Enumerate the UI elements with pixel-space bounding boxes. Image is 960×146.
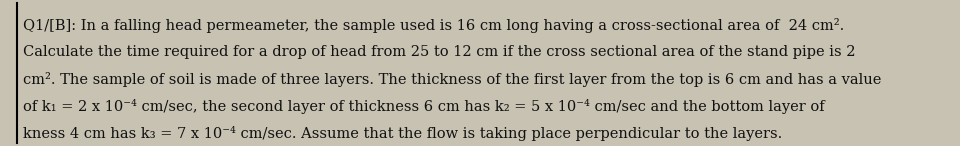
Text: cm². The sample of soil is made of three layers. The thickness of the first laye: cm². The sample of soil is made of three… [23,72,881,87]
Text: of k₁ = 2 x 10⁻⁴ cm/sec, the second layer of thickness 6 cm has k₂ = 5 x 10⁻⁴ cm: of k₁ = 2 x 10⁻⁴ cm/sec, the second laye… [23,99,825,114]
Text: Calculate the time required for a drop of head from 25 to 12 cm if the cross sec: Calculate the time required for a drop o… [23,45,855,59]
Text: Q1/[B]: In a falling head permeameter, the sample used is 16 cm long having a cr: Q1/[B]: In a falling head permeameter, t… [23,18,844,33]
Text: kness 4 cm has k₃ = 7 x 10⁻⁴ cm/sec. Assume that the flow is taking place perpen: kness 4 cm has k₃ = 7 x 10⁻⁴ cm/sec. Ass… [23,126,782,141]
